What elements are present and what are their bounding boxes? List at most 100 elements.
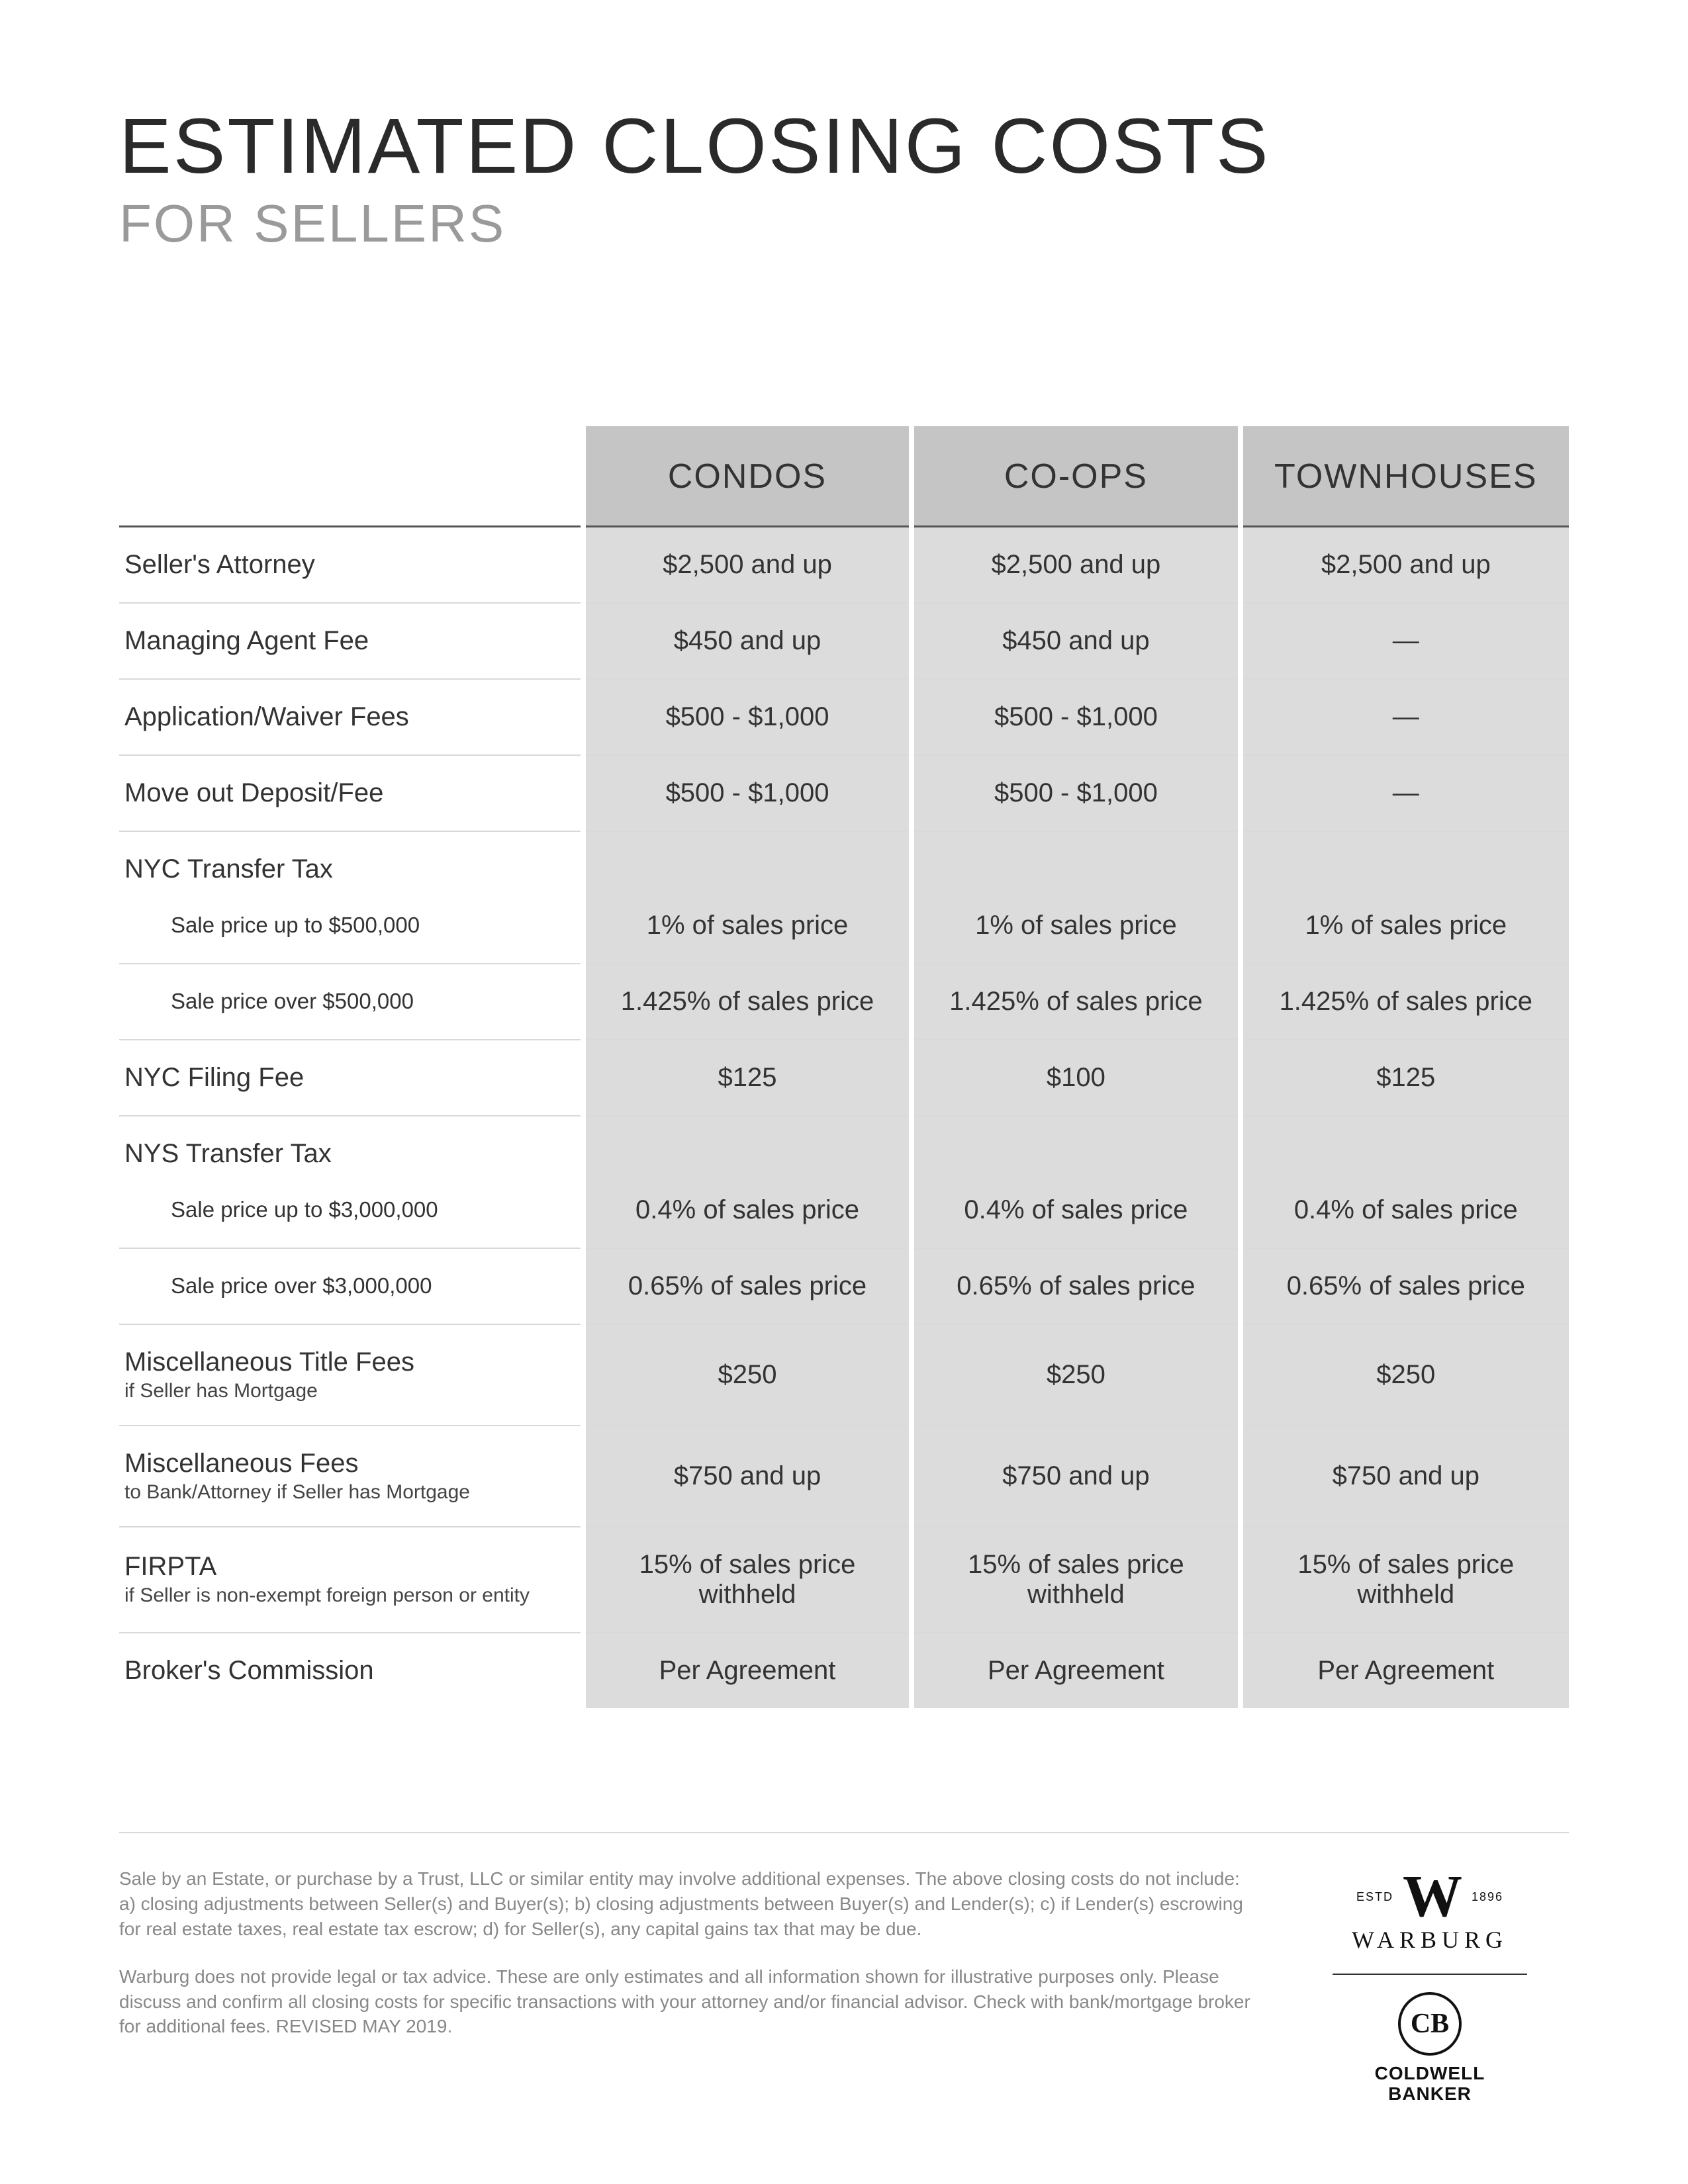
table-row: Miscellaneous Title Feesif Seller has Mo…: [119, 1324, 1569, 1426]
cell: $500 - $1,000: [912, 679, 1240, 755]
warburg-year: 1896: [1472, 1890, 1503, 1904]
table-row: NYC Transfer Tax: [119, 831, 1569, 888]
disclaimer: Sale by an Estate, or purchase by a Trus…: [119, 1866, 1251, 2105]
table-row: FIRPTAif Seller is non-exempt foreign pe…: [119, 1527, 1569, 1633]
row-label: Managing Agent Fee: [119, 603, 583, 679]
warburg-estd: ESTD: [1356, 1890, 1393, 1904]
warburg-w-icon: W: [1403, 1873, 1462, 1921]
cell: 0.4% of sales price: [1241, 1173, 1569, 1248]
row-label: Sale price up to $500,000: [119, 888, 583, 964]
page-title: ESTIMATED CLOSING COSTS: [119, 106, 1569, 188]
cell: 15% of sales price withheld: [583, 1527, 912, 1633]
cell: $250: [1241, 1324, 1569, 1426]
cell: $500 - $1,000: [912, 755, 1240, 831]
row-label-sub: if Seller is non-exempt foreign person o…: [124, 1584, 566, 1607]
logos: ESTD W 1896 WARBURG CB COLDWELL BANKER: [1291, 1866, 1569, 2105]
disclaimer-p1: Sale by an Estate, or purchase by a Trus…: [119, 1866, 1251, 1941]
row-label: Application/Waiver Fees: [119, 679, 583, 755]
cell: $750 and up: [1241, 1426, 1569, 1527]
cell: [583, 1116, 912, 1173]
cell: 0.65% of sales price: [1241, 1248, 1569, 1324]
warburg-name: WARBURG: [1291, 1926, 1569, 1954]
cell: Per Agreement: [1241, 1633, 1569, 1708]
cell: Per Agreement: [912, 1633, 1240, 1708]
cell: —: [1241, 603, 1569, 679]
cell: $250: [583, 1324, 912, 1426]
cell: 1.425% of sales price: [1241, 964, 1569, 1040]
table-row: Seller's Attorney $2,500 and up$2,500 and…: [119, 526, 1569, 603]
header-condos: CONDOS: [583, 426, 912, 527]
cell: 0.4% of sales price: [583, 1173, 912, 1248]
cell: 1% of sales price: [1241, 888, 1569, 964]
table-header-row: CONDOS CO-OPS TOWNHOUSES: [119, 426, 1569, 527]
table-row: Sale price over $500,000 1.425% of sales …: [119, 964, 1569, 1040]
cell: 15% of sales price withheld: [1241, 1527, 1569, 1633]
cell: —: [1241, 679, 1569, 755]
cell: [583, 831, 912, 888]
row-label-main: NYC Transfer Tax: [124, 854, 566, 884]
row-label: NYC Filing Fee: [119, 1040, 583, 1116]
table-row: NYC Filing Fee$125$100$125: [119, 1040, 1569, 1116]
cost-table-wrap: CONDOS CO-OPS TOWNHOUSES Seller's Attorn…: [119, 426, 1569, 1708]
row-label-main: Move out Deposit/Fee: [124, 778, 566, 808]
row-label: Move out Deposit/Fee: [119, 755, 583, 831]
table-row: Sale price up to $500,000 1% of sales pri…: [119, 888, 1569, 964]
row-label: Sale price over $3,000,000: [119, 1248, 583, 1324]
logo-divider: [1333, 1974, 1527, 1975]
row-label: Broker's Commission: [119, 1633, 583, 1708]
row-label-main: Sale price up to $3,000,000: [124, 1197, 566, 1222]
cell: $500 - $1,000: [583, 755, 912, 831]
cell: $450 and up: [912, 603, 1240, 679]
cell: $500 - $1,000: [583, 679, 912, 755]
cell: [912, 831, 1240, 888]
header-coops: CO-OPS: [912, 426, 1240, 527]
coldwell-banker-logo: CB COLDWELL BANKER: [1291, 1992, 1569, 2105]
row-label-main: Application/Waiver Fees: [124, 702, 566, 732]
row-label: NYS Transfer Tax: [119, 1116, 583, 1173]
cell: [1241, 1116, 1569, 1173]
header-townhouses: TOWNHOUSES: [1241, 426, 1569, 527]
table-row: NYS Transfer Tax: [119, 1116, 1569, 1173]
cell: 15% of sales price withheld: [912, 1527, 1240, 1633]
cell: 1.425% of sales price: [583, 964, 912, 1040]
row-label-main: Sale price up to $500,000: [124, 913, 566, 938]
cell: $2,500 and up: [912, 526, 1240, 603]
row-label: Miscellaneous Feesto Bank/Attorney if Se…: [119, 1426, 583, 1527]
row-label-main: Broker's Commission: [124, 1656, 566, 1686]
row-label-sub: if Seller has Mortgage: [124, 1380, 566, 1402]
row-label-main: Seller's Attorney: [124, 550, 566, 580]
row-label: Seller's Attorney: [119, 526, 583, 603]
table-row: Sale price up to $3,000,000 0.4% of sales…: [119, 1173, 1569, 1248]
cell: —: [1241, 755, 1569, 831]
table-row: Managing Agent Fee$450 and up$450 and up…: [119, 603, 1569, 679]
footer: Sale by an Estate, or purchase by a Trus…: [119, 1832, 1569, 2105]
row-label-main: FIRPTA: [124, 1552, 566, 1582]
row-label-main: Miscellaneous Fees: [124, 1449, 566, 1479]
table-row: Miscellaneous Feesto Bank/Attorney if Se…: [119, 1426, 1569, 1527]
row-label-main: NYS Transfer Tax: [124, 1139, 566, 1169]
cell: $250: [912, 1324, 1240, 1426]
cell: 1% of sales price: [912, 888, 1240, 964]
cell: $100: [912, 1040, 1240, 1116]
row-label: NYC Transfer Tax: [119, 831, 583, 888]
cell: 0.65% of sales price: [583, 1248, 912, 1324]
cell: $2,500 and up: [583, 526, 912, 603]
cell: [1241, 831, 1569, 888]
row-label-sub: to Bank/Attorney if Seller has Mortgage: [124, 1481, 566, 1504]
cell: $750 and up: [912, 1426, 1240, 1527]
row-label-main: Sale price over $500,000: [124, 989, 566, 1014]
cell: 0.65% of sales price: [912, 1248, 1240, 1324]
table-row: Move out Deposit/Fee $500 - $1,000$500 - …: [119, 755, 1569, 831]
cell: $750 and up: [583, 1426, 912, 1527]
cb-name-l1: COLDWELL: [1291, 2064, 1569, 2084]
row-label: Sale price up to $3,000,000: [119, 1173, 583, 1248]
cell: $125: [1241, 1040, 1569, 1116]
cell: Per Agreement: [583, 1633, 912, 1708]
row-label: FIRPTAif Seller is non-exempt foreign pe…: [119, 1527, 583, 1633]
row-label-main: Sale price over $3,000,000: [124, 1273, 566, 1298]
row-label: Sale price over $500,000: [119, 964, 583, 1040]
table-row: Sale price over $3,000,000 0.65% of sales…: [119, 1248, 1569, 1324]
cell: 0.4% of sales price: [912, 1173, 1240, 1248]
cell: 1.425% of sales price: [912, 964, 1240, 1040]
table-row: Application/Waiver Fees $500 - $1,000$500…: [119, 679, 1569, 755]
